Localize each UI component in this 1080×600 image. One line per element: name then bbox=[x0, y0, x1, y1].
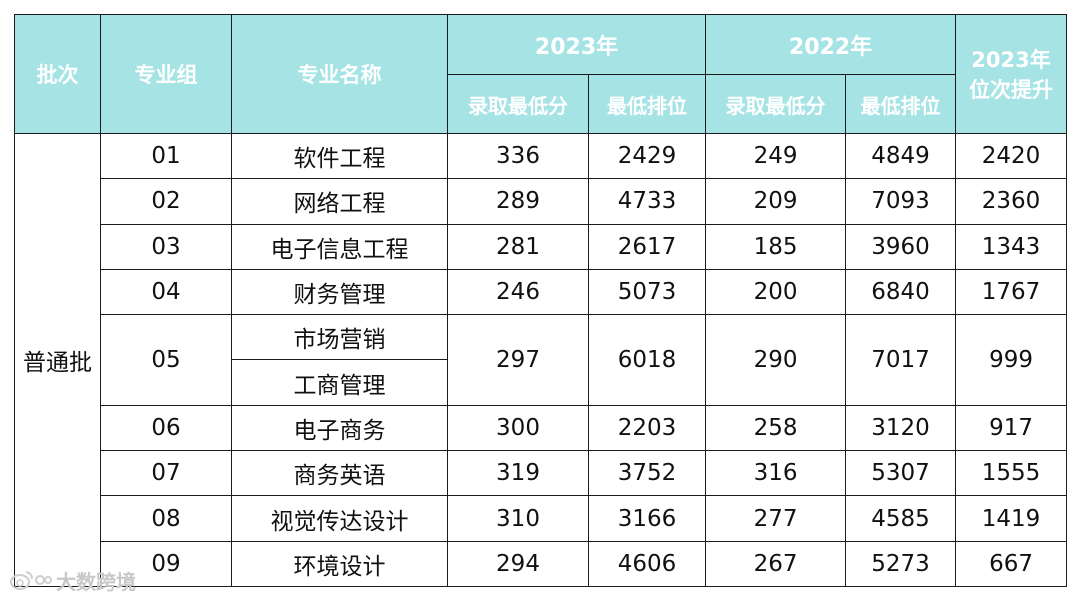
group-cell: 01 bbox=[100, 132, 232, 180]
rank-2022-cell: 6840 bbox=[845, 268, 957, 316]
group-cell: 06 bbox=[100, 404, 232, 452]
rank-2023-cell: 2429 bbox=[587, 132, 707, 180]
table-row: 03 电子信息工程 281 2617 185 3960 1343 bbox=[15, 223, 1068, 270]
major-cell: 软件工程 bbox=[231, 132, 448, 180]
rank-improve-cell: 999 bbox=[955, 314, 1068, 406]
score-2023-cell: 336 bbox=[447, 132, 589, 180]
group-cell: 04 bbox=[100, 268, 232, 316]
rank-2023-cell: 2617 bbox=[587, 223, 707, 270]
rank-2023-cell: 6018 bbox=[587, 314, 707, 406]
watermark-text: 大数跨境 bbox=[56, 569, 136, 594]
header-2023-min-rank: 最低排位 bbox=[587, 74, 707, 134]
score-2023-cell: 281 bbox=[447, 223, 589, 270]
score-2023-cell: 294 bbox=[447, 540, 589, 587]
score-2023-cell: 297 bbox=[447, 314, 589, 406]
header-batch: 批次 bbox=[14, 14, 101, 134]
header-2023-min-score: 录取最低分 bbox=[447, 74, 589, 134]
major-cell: 环境设计 bbox=[231, 540, 448, 587]
rank-improve-cell: 1767 bbox=[955, 268, 1068, 316]
rank-improve-cell: 2360 bbox=[955, 178, 1068, 225]
table-row: 05 市场营销 297 6018 290 7017 999 bbox=[15, 314, 1068, 406]
header-rank-improve-label: 位次提升 bbox=[969, 78, 1054, 102]
rank-2022-cell: 5307 bbox=[845, 450, 957, 497]
rank-2023-cell: 3752 bbox=[587, 450, 707, 497]
rank-2023-cell: 2203 bbox=[587, 404, 707, 452]
major-cell: 电子信息工程 bbox=[231, 223, 448, 270]
rank-2023-cell: 3166 bbox=[587, 495, 707, 542]
group-cell: 05 bbox=[100, 314, 232, 406]
table-row: 02 网络工程 289 4733 209 7093 2360 bbox=[15, 178, 1068, 225]
table-row: 工商管理 bbox=[15, 359, 1067, 406]
major-cell: 工商管理 bbox=[231, 359, 448, 406]
watermark: 大数跨境 bbox=[8, 566, 136, 594]
major-cell: 财务管理 bbox=[231, 268, 448, 316]
score-2023-cell: 246 bbox=[447, 268, 589, 316]
table-row: 07 商务英语 319 3752 316 5307 1555 bbox=[15, 450, 1068, 497]
major-cell: 电子商务 bbox=[231, 404, 448, 452]
score-2023-cell: 310 bbox=[447, 495, 589, 542]
score-2023-cell: 300 bbox=[447, 404, 589, 452]
header-2022-min-score: 录取最低分 bbox=[705, 74, 847, 134]
header-2022-min-rank: 最低排位 bbox=[845, 74, 957, 134]
score-2022-cell: 277 bbox=[705, 495, 847, 542]
score-2022-cell: 290 bbox=[705, 314, 847, 406]
rank-improve-cell: 917 bbox=[955, 404, 1068, 452]
score-2022-cell: 267 bbox=[705, 540, 847, 587]
group-cell: 03 bbox=[100, 223, 232, 270]
header-major-name: 专业名称 bbox=[231, 14, 448, 134]
admission-table: 批次 专业组 专业名称 2023年 2022年 2023年 位次提升 录取最低分… bbox=[14, 14, 1068, 587]
rank-improve-cell: 1555 bbox=[955, 450, 1068, 497]
rank-2022-cell: 3960 bbox=[845, 223, 957, 270]
table-row: 04 财务管理 246 5073 200 6840 1767 bbox=[15, 268, 1068, 316]
rank-2022-cell: 5273 bbox=[845, 540, 957, 587]
rank-2023-cell: 4606 bbox=[587, 540, 707, 587]
header-rank-improve: 2023年 位次提升 bbox=[955, 14, 1068, 134]
major-cell: 市场营销 bbox=[231, 314, 448, 361]
weibo-logo-icon bbox=[10, 571, 52, 590]
major-cell: 商务英语 bbox=[231, 450, 448, 497]
score-2022-cell: 209 bbox=[705, 178, 847, 225]
score-2022-cell: 200 bbox=[705, 268, 847, 316]
table-row: 06 电子商务 300 2203 258 3120 917 bbox=[15, 404, 1068, 452]
rank-improve-cell: 667 bbox=[955, 540, 1068, 587]
rank-2023-cell: 4733 bbox=[587, 178, 707, 225]
major-cell: 网络工程 bbox=[231, 178, 448, 225]
header-year-2022: 2022年 bbox=[705, 14, 957, 75]
table-row: 普通批 01 软件工程 336 2429 249 4849 2420 bbox=[14, 132, 1068, 587]
group-cell: 08 bbox=[100, 495, 232, 542]
table-row: 09 环境设计 294 4606 267 5273 667 bbox=[15, 540, 1068, 587]
score-2022-cell: 258 bbox=[705, 404, 847, 452]
rank-improve-cell: 1419 bbox=[955, 495, 1068, 542]
header-year-2023: 2023年 bbox=[446, 14, 707, 75]
rank-2022-cell: 4585 bbox=[845, 495, 957, 542]
group-cell: 07 bbox=[100, 450, 232, 497]
rank-improve-cell: 2420 bbox=[955, 132, 1068, 180]
header-group: 专业组 bbox=[100, 14, 232, 134]
score-2023-cell: 319 bbox=[447, 450, 589, 497]
rank-2023-cell: 5073 bbox=[587, 268, 707, 316]
score-2022-cell: 185 bbox=[705, 223, 847, 270]
score-2023-cell: 289 bbox=[447, 178, 589, 225]
table-row: 08 视觉传达设计 310 3166 277 4585 1419 bbox=[15, 495, 1068, 542]
rank-2022-cell: 7017 bbox=[845, 314, 957, 406]
rank-improve-cell: 1343 bbox=[955, 223, 1068, 270]
rank-2022-cell: 7093 bbox=[845, 178, 957, 225]
group-cell: 02 bbox=[100, 178, 232, 225]
score-2022-cell: 249 bbox=[705, 132, 847, 180]
rank-2022-cell: 3120 bbox=[845, 404, 957, 452]
major-cell: 视觉传达设计 bbox=[231, 495, 448, 542]
batch-cell: 普通批 bbox=[14, 133, 101, 587]
score-2022-cell: 316 bbox=[705, 450, 847, 497]
rank-2022-cell: 4849 bbox=[845, 132, 957, 180]
header-rank-improve-year: 2023年 bbox=[971, 48, 1051, 72]
